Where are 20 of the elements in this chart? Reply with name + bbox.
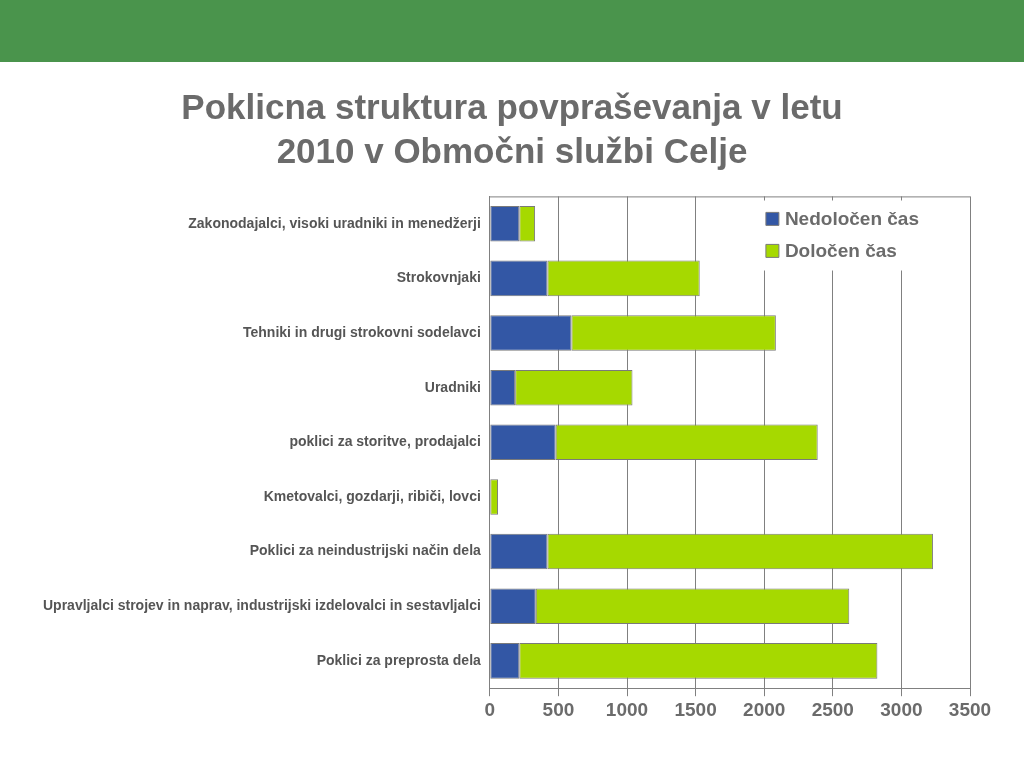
x-tick-label: 3500 (948, 698, 992, 720)
y-tick-label: Tehniki in drugi strokovni sodelavci (243, 323, 481, 340)
x-tick-label: 3000 (880, 698, 923, 720)
y-tick-label: Strokovnjaki (396, 269, 481, 286)
y-tick-label: Upravljalci strojev in naprav, industrijski izdelovalci in sestavljalci (43, 597, 481, 614)
x-tick-label: 0 (484, 698, 496, 720)
y-tick-label: Uradniki (424, 378, 481, 395)
y-tick-label: Kmetovalci, gozdarji, ribiči, lovci (263, 487, 481, 504)
x-tick-label: 2000 (743, 698, 786, 720)
y-tick-label: Poklici za neindustrijski način dela (249, 542, 482, 559)
legend-label: Določen čas (784, 239, 897, 261)
chart-title: Poklicna struktura povpraševanja v letu 2010 v Območni službi Celje (180, 86, 844, 172)
x-tick-label: 1000 (605, 698, 649, 720)
x-tick-label: 500 (542, 698, 575, 720)
legend-label: Nedoločen čas (784, 207, 920, 229)
y-tick-label: Poklici za preprosta dela (316, 651, 482, 668)
x-tick-label: 1500 (674, 698, 717, 720)
y-tick-label: poklici za storitve, prodajalci (289, 433, 481, 450)
y-tick-label: Zakonodajalci, visoki uradniki in menedžerji (188, 214, 481, 231)
x-tick-label: 2500 (811, 698, 854, 720)
